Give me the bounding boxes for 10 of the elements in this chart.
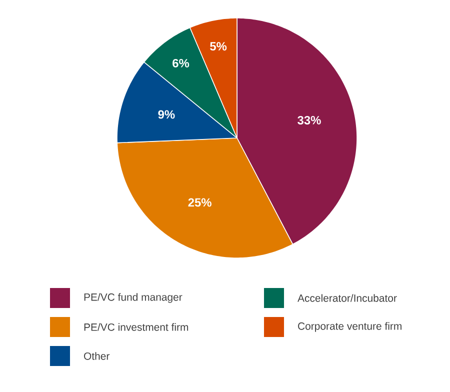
legend-label: Accelerator/Incubator — [298, 294, 397, 302]
legend-label: PE/VC investment firm — [84, 323, 188, 331]
data-label: 9% — [158, 110, 175, 119]
legend-label: PE/VC fund manager — [84, 293, 182, 303]
data-label: 6% — [172, 58, 190, 68]
data-label: 25% — [188, 198, 212, 207]
data-label: 33% — [298, 116, 321, 124]
data-label: 5% — [210, 42, 227, 50]
legend-label: Other — [84, 352, 110, 360]
legend-label: Corporate venture firm — [298, 322, 402, 332]
